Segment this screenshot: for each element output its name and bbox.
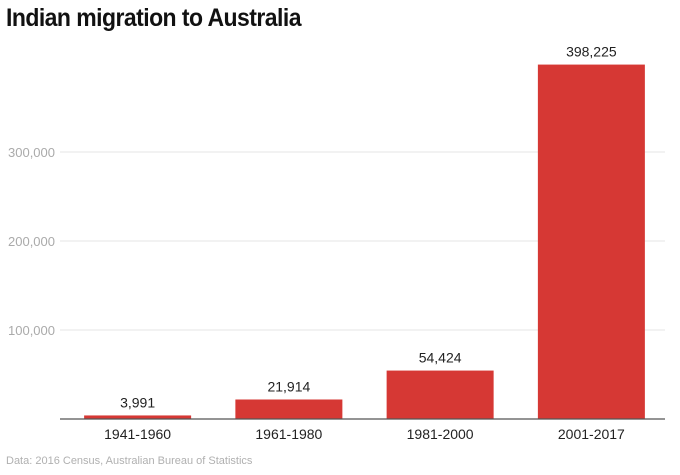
bar (537, 64, 645, 420)
y-tick-label: 300,000 (8, 145, 55, 160)
chart-title: Indian migration to Australia (6, 4, 301, 32)
value-label: 398,225 (566, 44, 617, 60)
bar (235, 399, 343, 419)
value-label: 3,991 (120, 394, 155, 410)
y-tick-label: 100,000 (8, 323, 55, 338)
bar (84, 415, 192, 419)
y-tick-label: 200,000 (8, 234, 55, 249)
x-tick-label: 1961-1980 (255, 426, 322, 442)
bar (386, 370, 494, 419)
x-tick-label: 2001-2017 (558, 426, 625, 442)
x-tick-label: 1941-1960 (104, 426, 171, 442)
x-tick-label: 1981-2000 (407, 426, 474, 442)
value-label: 21,914 (267, 378, 310, 394)
source-note: Data: 2016 Census, Australian Bureau of … (6, 455, 253, 467)
value-label: 54,424 (419, 350, 462, 366)
